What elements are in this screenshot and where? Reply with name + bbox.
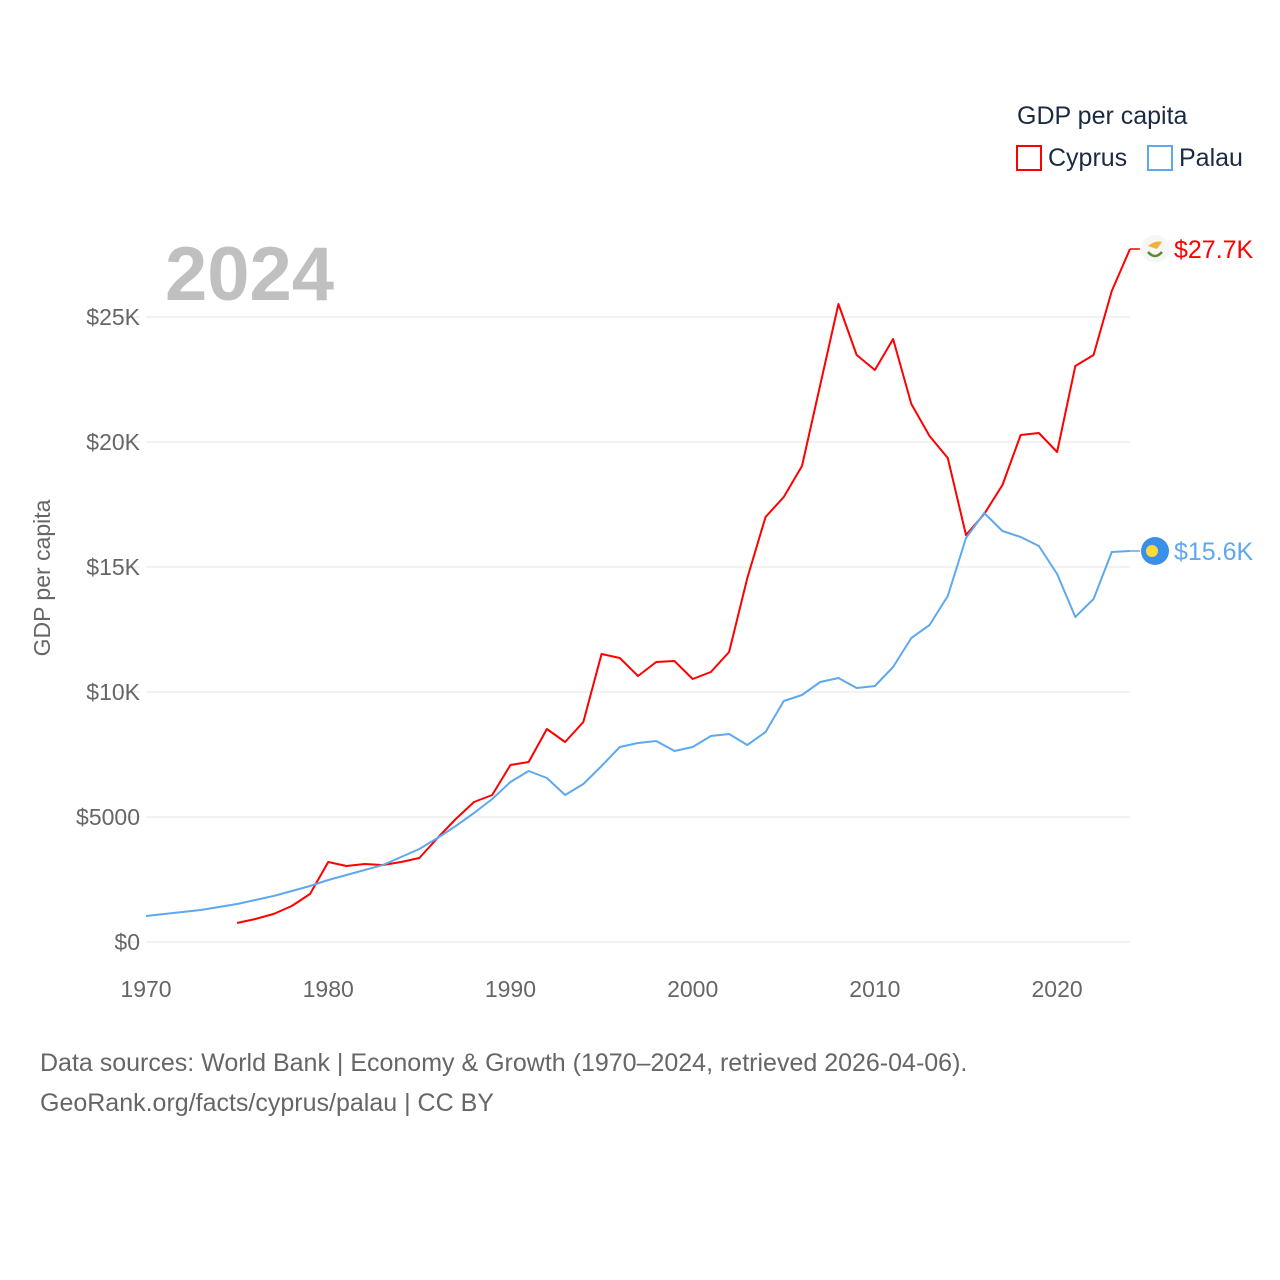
source-note: Data sources: World Bank | Economy & Gro… xyxy=(40,1043,967,1123)
legend-label-palau: Palau xyxy=(1179,144,1243,172)
palau-flag-icon xyxy=(1141,537,1169,565)
x-tick-label: 1990 xyxy=(485,976,536,1002)
legend-label-cyprus: Cyprus xyxy=(1048,144,1127,172)
legend-swatch-cyprus xyxy=(1016,145,1042,171)
line-chart: $0 $5000 $10K $15K $20K $25K 1970 1980 1990 2000 2… xyxy=(29,102,1254,1002)
legend-item-palau[interactable]: Palau xyxy=(1147,144,1243,172)
legend-swatch-palau xyxy=(1147,145,1173,171)
y-axis-label: GDP per capita xyxy=(29,499,55,656)
x-tick-label: 2000 xyxy=(667,976,718,1002)
source-line: Data sources: World Bank | Economy & Gro… xyxy=(40,1049,968,1077)
y-tick-label: $0 xyxy=(114,929,140,955)
x-tick-label: 2010 xyxy=(849,976,900,1002)
x-tick-label: 1970 xyxy=(120,976,171,1002)
end-label-palau: $15.6K xyxy=(1174,538,1254,566)
series-line-palau xyxy=(145,512,1131,917)
source-link[interactable]: GeoRank.org/facts/cyprus/palau | CC BY xyxy=(40,1089,494,1117)
y-tick-label: $20K xyxy=(86,429,140,455)
year-watermark: 2024 xyxy=(165,232,334,317)
legend-item-cyprus[interactable]: Cyprus xyxy=(1016,144,1127,172)
series-line-cyprus xyxy=(236,248,1131,924)
y-tick-label: $25K xyxy=(86,304,140,330)
cyprus-flag-icon xyxy=(1141,235,1169,263)
y-tick-label: $10K xyxy=(86,679,140,705)
x-tick-label: 2020 xyxy=(1032,976,1083,1002)
legend-title: GDP per capita xyxy=(1017,102,1188,130)
end-label-cyprus: $27.7K xyxy=(1174,236,1254,264)
y-tick-label: $15K xyxy=(86,554,140,580)
y-tick-label: $5000 xyxy=(76,804,140,830)
x-tick-label: 1980 xyxy=(303,976,354,1002)
